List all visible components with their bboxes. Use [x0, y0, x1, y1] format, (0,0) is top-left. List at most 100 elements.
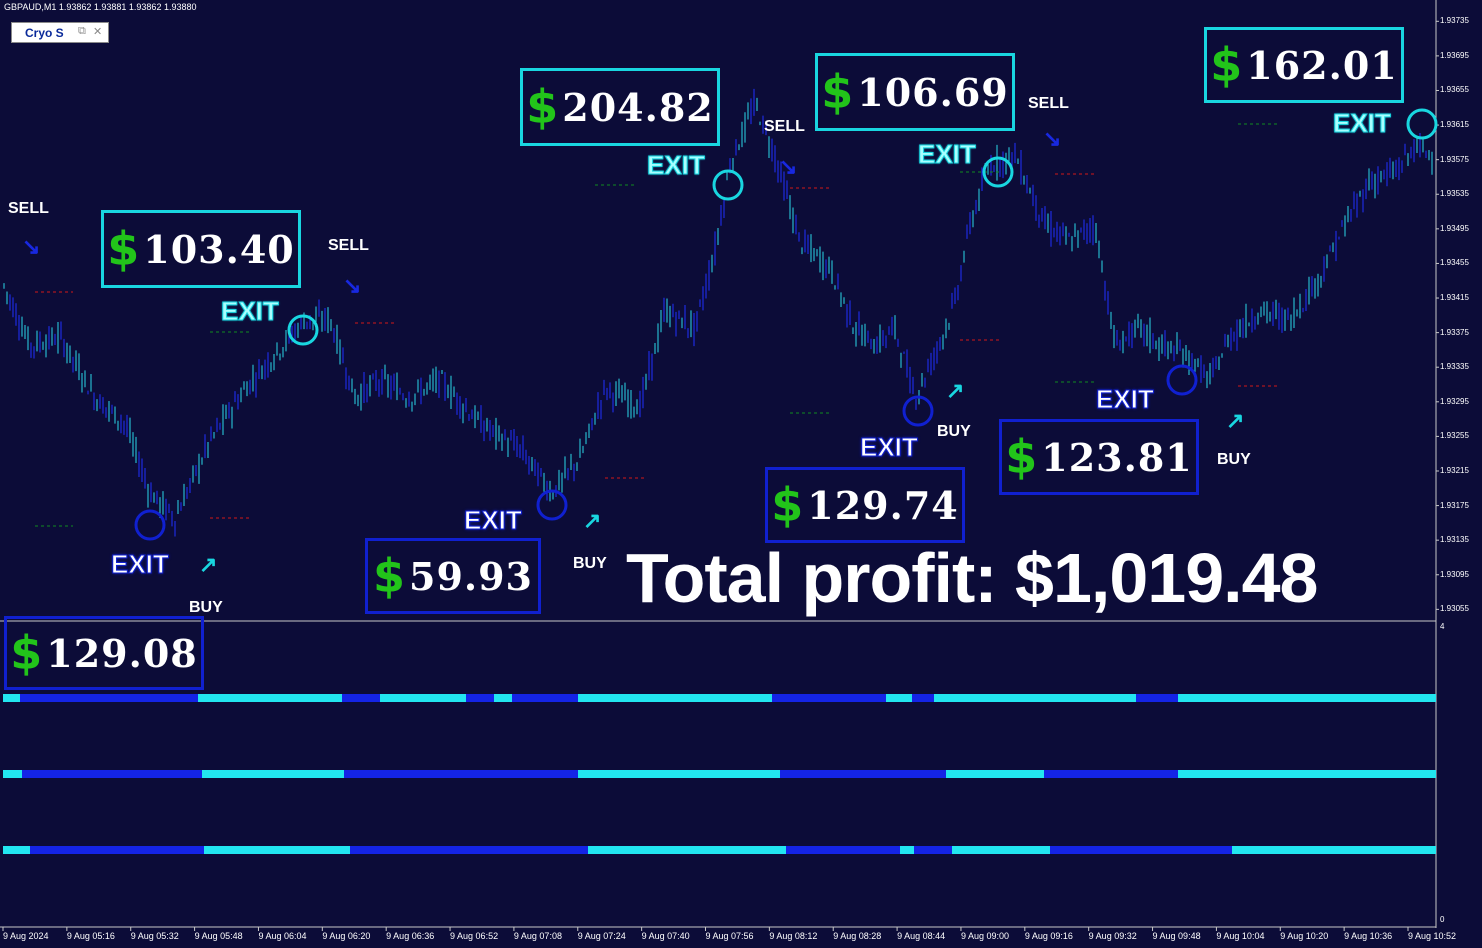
exit-label: EXIT [918, 139, 977, 170]
price-tick-label: 1.93615 [1440, 120, 1469, 130]
exit-circle [134, 509, 166, 541]
exit-label: EXIT [1096, 384, 1155, 415]
signal-segment [914, 846, 952, 854]
time-tick-label: 9 Aug 05:48 [194, 931, 243, 941]
time-tick-label: 9 Aug 09:32 [1088, 931, 1137, 941]
dollar-icon: $ [771, 478, 804, 532]
close-icon[interactable]: ✕ [93, 26, 103, 38]
signal-segment [30, 846, 204, 854]
price-tick-label: 1.93215 [1440, 465, 1469, 475]
sell-label: SELL [764, 118, 805, 135]
signal-segment [1178, 770, 1436, 778]
time-tick-label: 9 Aug 09:48 [1152, 931, 1201, 941]
signal-segment [22, 770, 202, 778]
profit-amount: 123.81 [1041, 434, 1193, 480]
profit-amount: 106.69 [857, 69, 1009, 115]
price-tick-label: 1.93495 [1440, 223, 1469, 233]
signal-segment [1044, 770, 1178, 778]
profit-amount: 129.08 [46, 630, 198, 676]
exit-circle [982, 156, 1014, 188]
signal-segment [1232, 846, 1436, 854]
signal-segment [912, 694, 934, 702]
signal-segment [934, 694, 1136, 702]
exit-label: EXIT [111, 549, 170, 580]
time-tick-label: 9 Aug 10:04 [1216, 931, 1265, 941]
signal-segment [512, 694, 578, 702]
price-tick-label: 1.93735 [1440, 16, 1469, 26]
buy-arrow-icon: ↗ [946, 378, 965, 403]
trade-profit-box: $204.82 [520, 68, 720, 146]
exit-circle [536, 489, 568, 521]
time-tick-label: 9 Aug 06:52 [450, 931, 499, 941]
buy-arrow-icon: ↗ [1226, 408, 1245, 433]
indicator-tab[interactable]: Cryo S ⧉ ✕ [11, 22, 109, 43]
time-tick-label: 9 Aug 08:28 [833, 931, 882, 941]
trade-profit-box: $123.81 [999, 419, 1199, 495]
price-tick-label: 1.93415 [1440, 293, 1469, 303]
signal-segment [344, 770, 578, 778]
dollar-icon: $ [1005, 430, 1038, 484]
time-tick-label: 9 Aug 09:00 [960, 931, 1009, 941]
profit-amount: 162.01 [1246, 42, 1398, 88]
signal-segment [198, 694, 342, 702]
signal-segment [342, 694, 380, 702]
sell-arrow-icon: ↘ [343, 273, 362, 298]
exit-circle [1406, 108, 1438, 140]
signal-segment [1160, 694, 1178, 702]
symbol-header: GBPAUD,M1 1.93862 1.93881 1.93862 1.9388… [4, 2, 197, 12]
dollar-icon: $ [1210, 38, 1243, 92]
exit-circle [287, 314, 319, 346]
buy-label: BUY [937, 423, 971, 440]
time-tick-label: 9 Aug 08:12 [769, 931, 818, 941]
exit-circle [902, 395, 934, 427]
signal-pane [3, 694, 1436, 854]
sell-arrow-icon: ↘ [1043, 126, 1062, 151]
trade-profit-box: $103.40 [101, 210, 301, 288]
restore-icon[interactable]: ⧉ [78, 25, 86, 37]
signal-segment [204, 846, 350, 854]
time-tick-label: 9 Aug 05:32 [130, 931, 179, 941]
signal-segment [202, 770, 344, 778]
signal-segment [3, 846, 30, 854]
sell-arrow-icon: ↘ [22, 234, 41, 259]
time-tick-label: 9 Aug 06:36 [386, 931, 435, 941]
signal-segment [900, 846, 914, 854]
signal-segment [1050, 846, 1232, 854]
exit-label: EXIT [1333, 108, 1392, 139]
profit-amount: 129.74 [807, 482, 959, 528]
signal-segment [952, 846, 1050, 854]
signal-segment [466, 694, 494, 702]
time-tick-label: 9 Aug 06:20 [322, 931, 371, 941]
signal-segment [588, 846, 786, 854]
trade-profit-box: $59.93 [365, 538, 541, 614]
dollar-icon: $ [10, 626, 43, 680]
signal-segment [20, 694, 198, 702]
sell-label: SELL [1028, 95, 1069, 112]
price-tick-label: 1.93055 [1440, 604, 1469, 614]
price-tick-label: 1.93695 [1440, 50, 1469, 60]
lower-axis-max: 4 [1440, 622, 1445, 631]
buy-label: BUY [189, 599, 223, 616]
exit-markers [134, 108, 1438, 541]
time-tick-label: 9 Aug 07:56 [705, 931, 754, 941]
signal-segment [578, 770, 780, 778]
trade-profit-box: $106.69 [815, 53, 1015, 131]
exit-label: EXIT [647, 150, 706, 181]
price-tick-label: 1.93375 [1440, 327, 1469, 337]
dollar-icon: $ [372, 549, 405, 603]
time-tick-label: 9 Aug 10:20 [1280, 931, 1329, 941]
trade-profit-box: $129.08 [4, 616, 204, 690]
time-tick-label: 9 Aug 07:40 [641, 931, 690, 941]
price-tick-label: 1.93335 [1440, 362, 1469, 372]
exit-label: EXIT [221, 296, 280, 327]
price-tick-label: 1.93295 [1440, 396, 1469, 406]
trade-profit-box: $129.74 [765, 467, 965, 543]
price-tick-label: 1.93455 [1440, 258, 1469, 268]
profit-amount: 59.93 [409, 553, 533, 599]
signal-segment [780, 770, 946, 778]
sell-label: SELL [328, 237, 369, 254]
time-tick-label: 9 Aug 10:36 [1344, 931, 1393, 941]
time-tick-label: 9 Aug 07:08 [513, 931, 562, 941]
